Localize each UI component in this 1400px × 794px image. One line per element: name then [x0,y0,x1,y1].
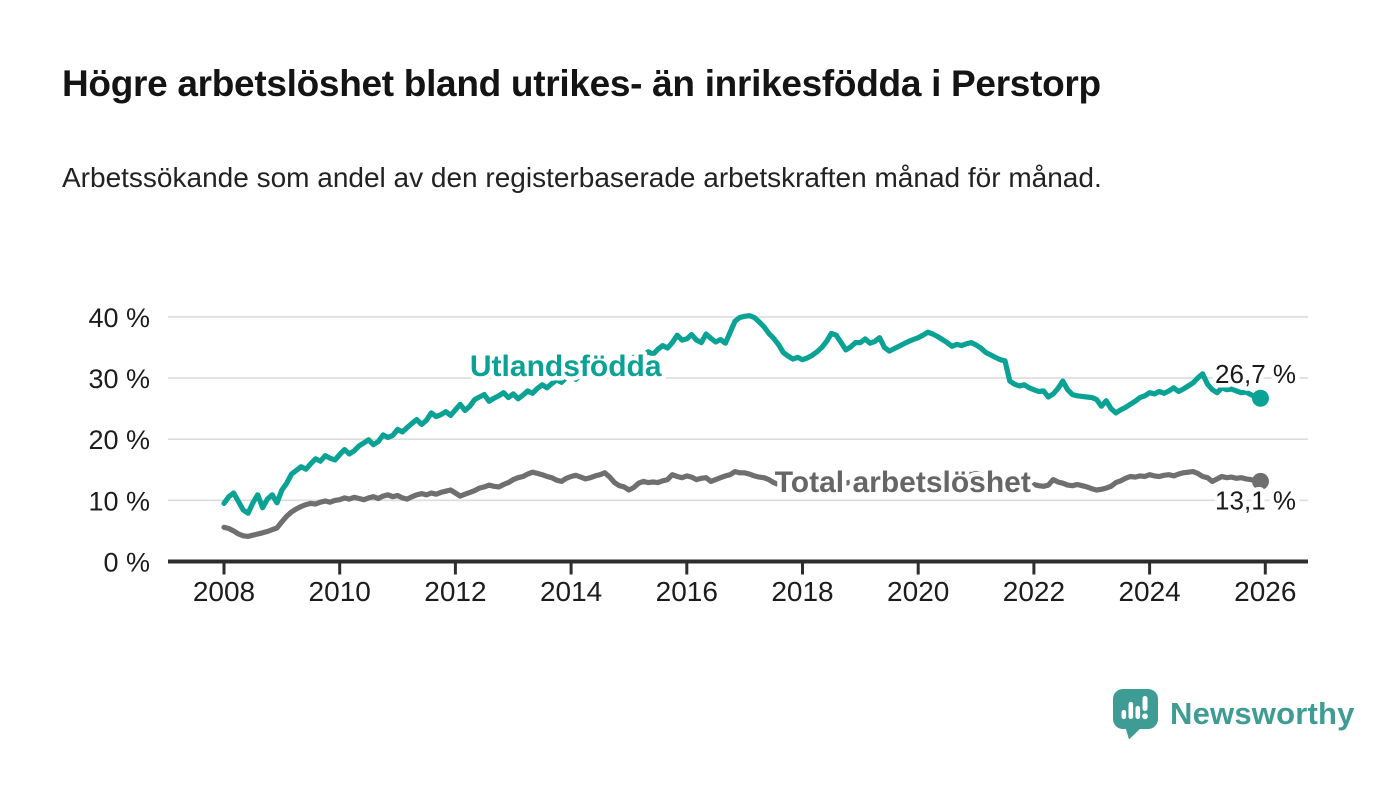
newsworthy-logo-icon [1113,689,1158,740]
y-axis-tick-label: 30 % [88,364,150,394]
newsworthy-logo-text: Newsworthy [1170,696,1355,731]
newsworthy-logo: Newsworthy [1112,686,1355,742]
series-name-label: Utlandsfödda [470,350,662,383]
series-line-total [221,469,1264,540]
x-axis-tick-label: 2012 [424,576,486,607]
x-axis-tick-label: 2024 [1118,576,1180,607]
y-axis-tick-label: 10 % [88,486,150,516]
x-axis-tick-label: 2018 [771,576,833,607]
x-axis-tick-label: 2014 [540,576,602,607]
series-line-utlandsfodda [221,313,1264,516]
x-axis-tick-label: 2008 [193,576,255,607]
series-name-label: Total arbetslöshet [775,466,1031,499]
series-end-dot-total [1251,472,1269,490]
x-axis-tick-label: 2026 [1234,576,1296,607]
value-label-total: 13,1 % [1215,485,1296,515]
chart-subtitle: Arbetssökande som andel av den registerb… [62,162,1102,193]
y-axis-tick-label: 40 % [88,303,150,333]
chart-title: Högre arbetslöshet bland utrikes- än inr… [62,63,1101,104]
y-axis-tick-label: 0 % [103,548,150,578]
x-axis-tick-label: 2016 [656,576,718,607]
x-axis-tick-label: 2020 [887,576,949,607]
value-label-utlandsfodda: 26,7 % [1215,359,1296,389]
y-axis-tick-label: 20 % [88,425,150,455]
x-axis-tick-label: 2022 [1003,576,1065,607]
x-axis-tick-label: 2010 [309,576,371,607]
series-end-dot-utlandsfodda [1251,389,1269,407]
